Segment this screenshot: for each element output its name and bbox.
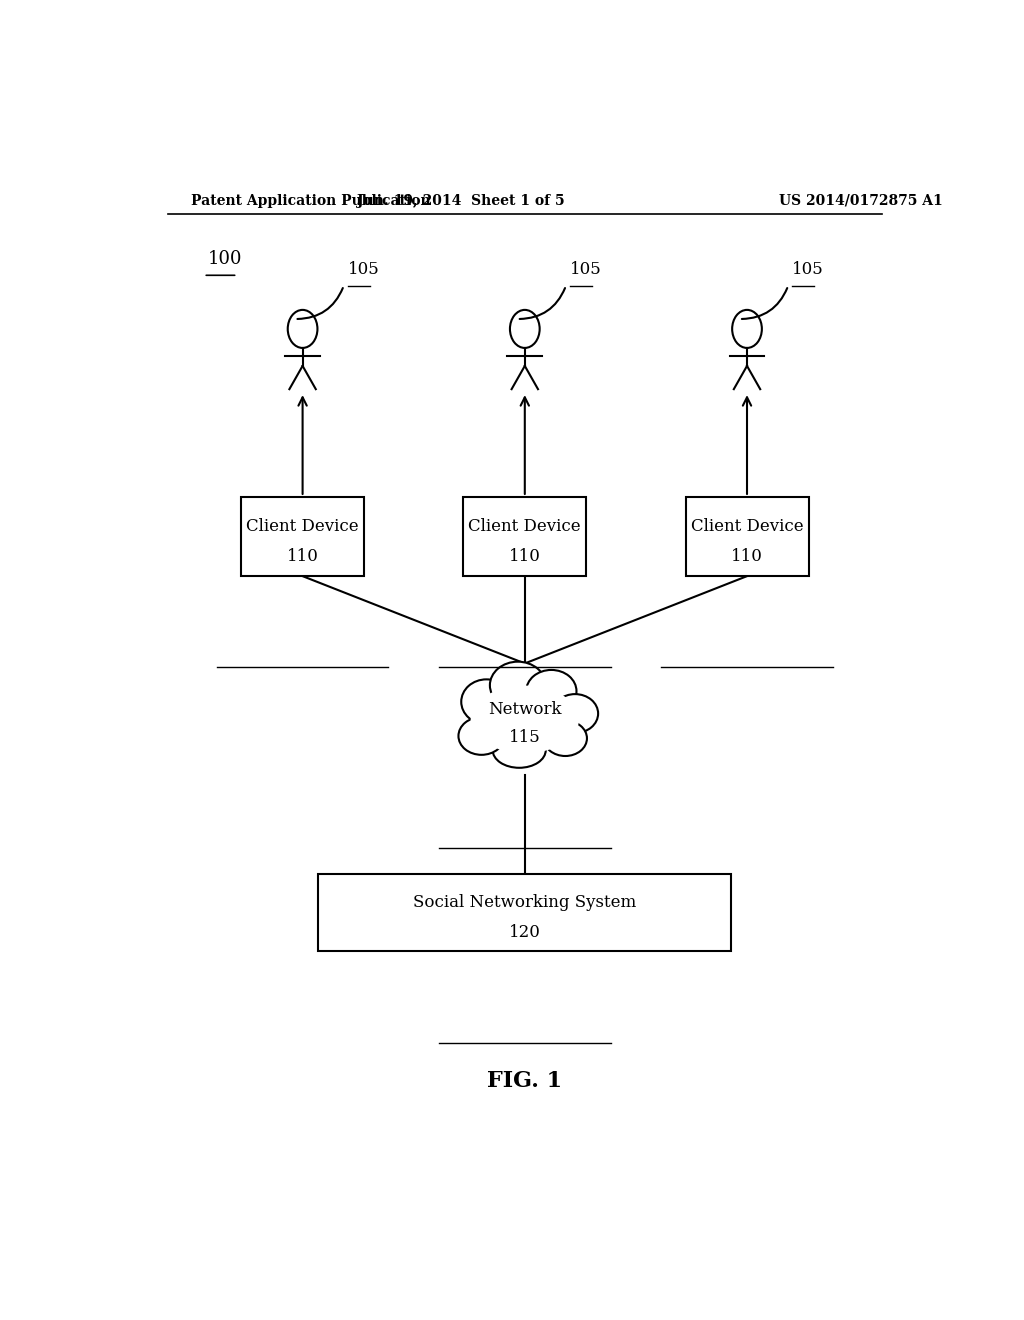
Text: 105: 105 [348, 261, 380, 279]
Text: Client Device: Client Device [691, 517, 803, 535]
Text: 105: 105 [793, 261, 824, 279]
Text: FIG. 1: FIG. 1 [487, 1071, 562, 1092]
FancyArrowPatch shape [741, 288, 787, 319]
Ellipse shape [544, 721, 587, 756]
Ellipse shape [552, 694, 598, 733]
FancyBboxPatch shape [318, 874, 731, 950]
FancyBboxPatch shape [463, 496, 587, 576]
FancyBboxPatch shape [685, 496, 809, 576]
Text: 110: 110 [731, 548, 763, 565]
Text: 120: 120 [509, 924, 541, 941]
Text: 105: 105 [570, 261, 602, 279]
Text: Client Device: Client Device [469, 517, 581, 535]
FancyBboxPatch shape [241, 496, 365, 576]
Ellipse shape [461, 680, 512, 725]
Ellipse shape [459, 717, 505, 755]
Text: 100: 100 [207, 251, 242, 268]
Ellipse shape [471, 685, 579, 754]
FancyArrowPatch shape [297, 288, 343, 319]
Text: Client Device: Client Device [247, 517, 358, 535]
Text: 115: 115 [509, 729, 541, 746]
Text: 110: 110 [287, 548, 318, 565]
Ellipse shape [489, 661, 546, 709]
Text: Jun. 19, 2014  Sheet 1 of 5: Jun. 19, 2014 Sheet 1 of 5 [357, 194, 565, 209]
Text: Social Networking System: Social Networking System [413, 894, 637, 911]
Text: Patent Application Publication: Patent Application Publication [191, 194, 431, 209]
Text: Network: Network [488, 701, 561, 718]
Text: 110: 110 [509, 548, 541, 565]
Ellipse shape [493, 733, 546, 768]
Text: US 2014/0172875 A1: US 2014/0172875 A1 [778, 194, 942, 209]
Ellipse shape [526, 671, 577, 713]
FancyArrowPatch shape [519, 288, 565, 319]
